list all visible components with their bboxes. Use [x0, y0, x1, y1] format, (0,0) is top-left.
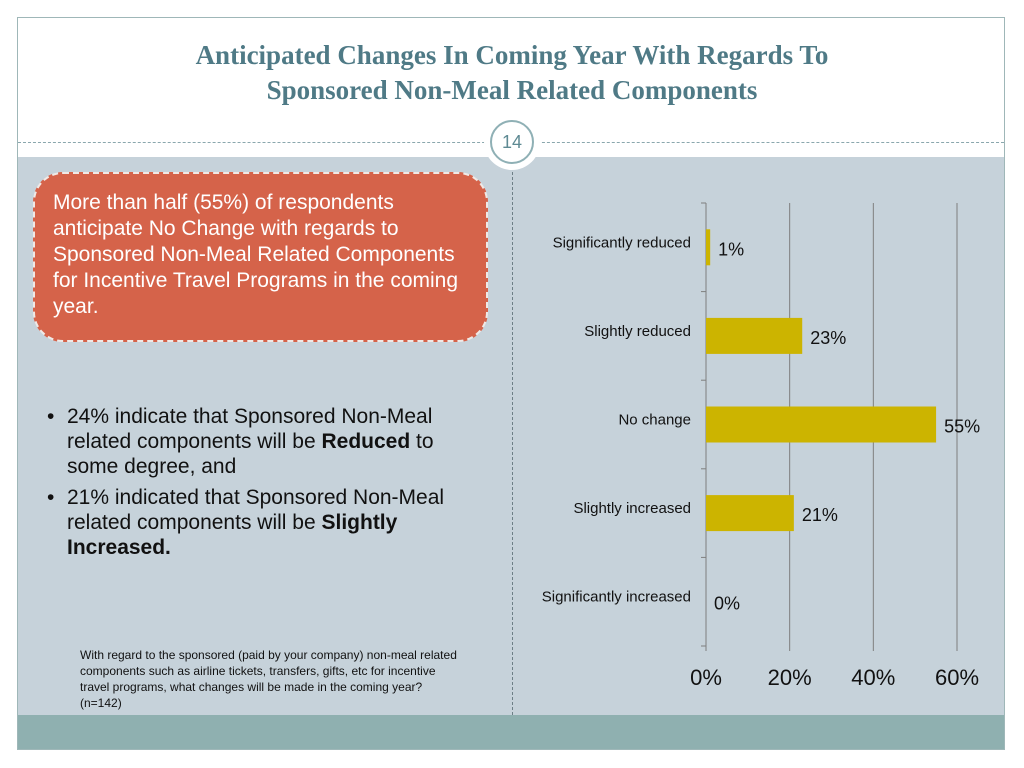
bar — [706, 406, 937, 443]
bullet-bold-text: Slightly Increased. — [67, 511, 398, 559]
bullet-bold-text: Reduced — [321, 430, 411, 453]
slide-title: Anticipated Changes In Coming Year With … — [30, 38, 994, 108]
bullet-item: • 21% indicated that Sponsored Non-Meal … — [47, 485, 487, 560]
bullet-tail-text: to some degree, and — [67, 430, 434, 478]
bullet-text: 21% indicated that Sponsored Non-Meal re… — [67, 486, 445, 534]
bullet-dot: • — [47, 486, 55, 509]
category-label: Slightly reduced — [584, 323, 691, 340]
x-tick-label: 60% — [935, 665, 979, 690]
page-number: 14 — [490, 120, 534, 164]
category-label: Significantly increased — [542, 589, 691, 606]
footer-band — [18, 715, 1004, 749]
bullet-text: 24% indicate that Sponsored Non-Meal rel… — [67, 405, 433, 453]
x-tick-label: 40% — [851, 665, 895, 690]
survey-question-note: With regard to the sponsored (paid by yo… — [80, 648, 457, 710]
bar — [706, 495, 794, 532]
slide-title-line-2: Sponsored Non-Meal Related Components — [266, 75, 758, 105]
data-label: 0% — [714, 594, 740, 614]
callout-text: More than half (55%) of respondents anti… — [53, 191, 459, 318]
data-label: 23% — [810, 328, 846, 348]
bar — [706, 229, 711, 266]
category-label: Slightly increased — [573, 500, 691, 517]
data-label: 21% — [802, 505, 838, 525]
bullet-list: • 24% indicate that Sponsored Non-Meal r… — [47, 404, 487, 566]
bullet-dot: • — [47, 405, 55, 428]
x-tick-label: 20% — [768, 665, 812, 690]
category-label: No change — [618, 412, 691, 429]
column-separator — [512, 157, 513, 715]
data-label: 55% — [944, 417, 980, 437]
category-label: Significantly reduced — [553, 234, 691, 251]
bar — [706, 317, 803, 354]
x-tick-label: 0% — [690, 665, 722, 690]
bullet-item: • 24% indicate that Sponsored Non-Meal r… — [47, 404, 487, 479]
summary-callout: More than half (55%) of respondents anti… — [33, 172, 488, 342]
data-label: 1% — [718, 239, 744, 259]
slide-title-line-1: Anticipated Changes In Coming Year With … — [195, 40, 829, 70]
